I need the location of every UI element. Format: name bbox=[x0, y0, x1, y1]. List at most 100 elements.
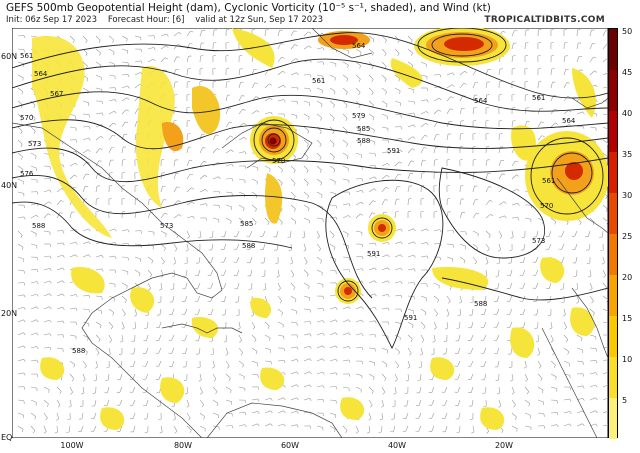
wind-barb bbox=[381, 163, 388, 167]
wind-barb bbox=[17, 332, 24, 336]
wind-barb bbox=[316, 243, 321, 249]
wind-barb-flag bbox=[306, 157, 309, 161]
wind-barb-flag bbox=[75, 151, 78, 155]
wind-barb-flag bbox=[109, 185, 113, 187]
wind-barb-flag bbox=[540, 121, 544, 123]
wind-barb bbox=[160, 282, 163, 289]
wind-barb-flag bbox=[269, 337, 271, 341]
wind-barb bbox=[249, 230, 253, 237]
wind-barb-flag bbox=[456, 327, 460, 329]
wind-barb bbox=[108, 48, 115, 53]
wind-barb-flag bbox=[592, 312, 595, 316]
wind-barb bbox=[290, 165, 296, 171]
wind-barb bbox=[251, 373, 258, 376]
wind-barb bbox=[394, 347, 400, 352]
wind-barb-flag bbox=[62, 153, 64, 157]
wind-barb bbox=[537, 399, 544, 403]
wind-barb-flag bbox=[424, 312, 427, 316]
wind-barb bbox=[355, 74, 361, 80]
wind-barb-flag bbox=[218, 205, 220, 209]
wind-barb-flag bbox=[537, 67, 541, 70]
wind-barb-flag bbox=[164, 69, 168, 71]
wind-barb-flag bbox=[231, 192, 233, 196]
wind-barb-flag bbox=[85, 40, 88, 44]
wind-barb-flag bbox=[49, 347, 52, 351]
wind-barb-flag bbox=[243, 376, 245, 380]
wind-barb-flag bbox=[220, 274, 224, 276]
wind-barb-flag bbox=[490, 213, 494, 217]
wind-barb bbox=[524, 386, 530, 392]
wind-barb-flag bbox=[498, 93, 502, 96]
wind-barb bbox=[576, 423, 583, 427]
wind-barb-flag bbox=[454, 378, 458, 380]
wind-barb bbox=[108, 35, 114, 40]
wind-barb bbox=[212, 360, 215, 367]
wind-barb bbox=[368, 242, 375, 245]
wind-barb bbox=[134, 134, 137, 141]
wind-barb-flag bbox=[236, 314, 240, 317]
wind-barb-flag bbox=[441, 391, 445, 393]
wind-barb-flag bbox=[503, 201, 507, 204]
wind-barb bbox=[121, 334, 124, 341]
wind-barb bbox=[342, 359, 349, 362]
wind-barb-flag bbox=[33, 105, 36, 109]
wind-barb bbox=[120, 360, 123, 367]
wind-barb bbox=[550, 373, 557, 378]
wind-barb bbox=[134, 60, 141, 63]
wind-barb-flag bbox=[582, 361, 584, 365]
wind-barb-flag bbox=[279, 300, 282, 304]
wind-barb bbox=[119, 425, 123, 432]
wind-barb-flag bbox=[251, 28, 255, 31]
wind-barb bbox=[381, 151, 388, 154]
wind-barb bbox=[30, 113, 36, 119]
wind-barb bbox=[303, 308, 311, 310]
wind-barb bbox=[459, 212, 463, 219]
wind-barb bbox=[277, 30, 280, 37]
wind-barb-flag bbox=[513, 404, 516, 408]
wind-barb bbox=[199, 147, 203, 154]
wind-barb bbox=[368, 113, 375, 118]
wind-barb-flag bbox=[386, 174, 390, 178]
wind-barb bbox=[368, 373, 375, 378]
wind-barb-flag bbox=[155, 365, 159, 367]
wind-barb bbox=[119, 399, 123, 406]
wind-barb bbox=[186, 147, 189, 154]
wind-barb bbox=[394, 100, 401, 104]
wind-barb bbox=[82, 113, 90, 115]
wind-barb-flag bbox=[321, 272, 323, 276]
wind-barb-flag bbox=[127, 85, 130, 89]
wind-barb-flag bbox=[573, 275, 577, 277]
wind-barb-flag bbox=[20, 144, 23, 147]
wind-barb-flag bbox=[75, 139, 78, 143]
wind-barb-flag bbox=[241, 95, 245, 97]
wind-barb bbox=[524, 217, 531, 220]
wind-barb-flag bbox=[413, 101, 415, 105]
wind-barb-flag bbox=[540, 378, 543, 382]
wind-barb-flag bbox=[281, 312, 283, 316]
wind-barb-flag bbox=[43, 431, 47, 434]
wind-barb-flag bbox=[374, 267, 377, 271]
wind-barb-flag bbox=[387, 139, 390, 143]
wind-barb-flag bbox=[348, 215, 351, 218]
wind-barb bbox=[108, 74, 115, 77]
wind-barb bbox=[381, 334, 388, 337]
colorbar-segment bbox=[609, 29, 617, 70]
wind-barb-flag bbox=[296, 101, 298, 105]
wind-barb-flag bbox=[161, 159, 165, 161]
wind-barb-flag bbox=[73, 186, 77, 189]
wind-barb bbox=[197, 308, 201, 315]
wind-barb-flag bbox=[244, 165, 247, 169]
wind-barb-flag bbox=[46, 403, 49, 407]
wind-barb-flag bbox=[225, 41, 229, 44]
wind-barb bbox=[587, 230, 591, 237]
wind-barb bbox=[173, 425, 178, 432]
wind-barb-flag bbox=[20, 131, 23, 135]
wind-barb-flag bbox=[333, 247, 336, 251]
wind-barb bbox=[69, 347, 76, 351]
wind-barb bbox=[17, 74, 24, 79]
wind-barb-flag bbox=[431, 353, 435, 356]
wind-barb-flag bbox=[360, 142, 362, 146]
wind-barb-flag bbox=[374, 280, 377, 284]
wind-barb bbox=[368, 35, 375, 40]
wind-barb bbox=[342, 386, 349, 389]
